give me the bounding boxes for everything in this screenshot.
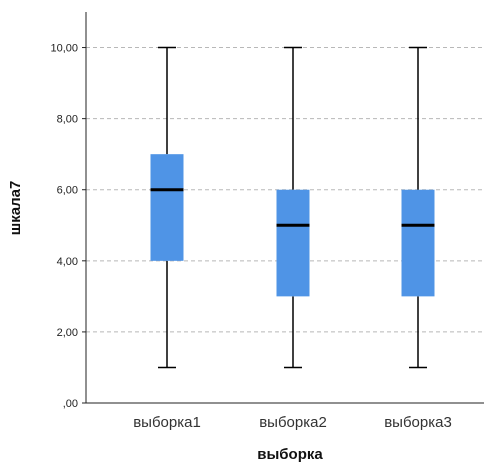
iqr-box	[150, 154, 184, 261]
y-tick-label: 10,00	[50, 43, 78, 55]
y-tick-label: ,00	[63, 398, 78, 410]
box-group	[276, 46, 310, 369]
y-tick-label: 8,00	[57, 114, 78, 126]
category-label: выборка1	[133, 414, 201, 431]
category-labels: выборка1 выборка2 выборка3	[133, 414, 452, 431]
axes	[85, 12, 484, 404]
iqr-box	[401, 189, 435, 297]
y-tick-label: 4,00	[57, 256, 78, 268]
box-group	[150, 46, 184, 369]
boxes	[150, 46, 435, 369]
x-axis-title: выборка	[257, 446, 323, 463]
y-tick-label: 2,00	[57, 327, 78, 339]
y-axis-title: шкала7	[7, 181, 24, 236]
box-group	[401, 46, 435, 369]
y-tick-label: 6,00	[57, 185, 78, 197]
iqr-box	[276, 189, 310, 297]
category-label: выборка3	[384, 414, 452, 431]
y-tick-labels: ,00 2,00 4,00 6,00 8,00 10,00	[50, 43, 86, 410]
category-label: выборка2	[259, 414, 327, 431]
